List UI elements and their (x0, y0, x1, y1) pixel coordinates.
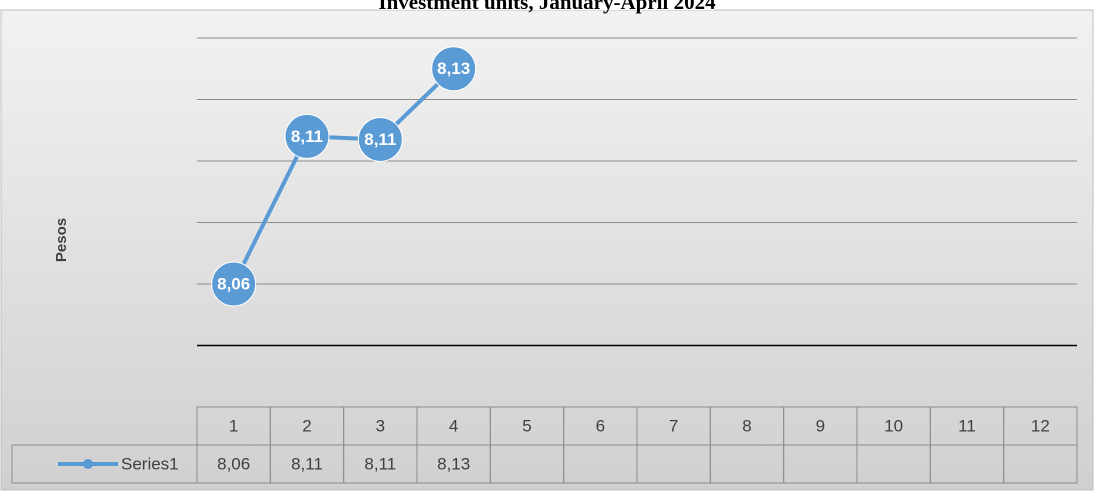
x-tick-label: 5 (522, 416, 531, 435)
x-tick-label: 2 (302, 416, 311, 435)
x-tick-label: 7 (669, 416, 678, 435)
data-label: 8,11 (291, 127, 323, 146)
table-value: 8,06 (217, 454, 250, 473)
marker (211, 261, 257, 307)
x-tick-label: 10 (884, 416, 903, 435)
table-value: 8,11 (364, 454, 396, 473)
x-tick-label: 3 (376, 416, 385, 435)
legend-label: Series1 (121, 454, 179, 473)
table-value: 8,13 (437, 454, 470, 473)
x-tick-label: 8 (742, 416, 751, 435)
x-tick-label: 4 (449, 416, 458, 435)
marker (431, 46, 477, 92)
table-cell (1003, 444, 1078, 484)
chart-background (0, 9, 1094, 491)
series-line (231, 67, 456, 285)
data-label: 8,11 (364, 130, 396, 149)
legend-marker (83, 459, 93, 469)
x-tick-label: 11 (958, 416, 976, 435)
marker (357, 116, 403, 162)
marker (284, 113, 330, 159)
x-tick-label: 1 (229, 416, 238, 435)
title-backdrop (380, 0, 714, 10)
x-tick-label: 6 (596, 416, 605, 435)
chart-title: Investment units, January-April 2024 (378, 0, 716, 14)
data-label: 8,06 (217, 274, 250, 293)
x-tick-label: 12 (1031, 416, 1050, 435)
x-tick-label: 9 (816, 416, 825, 435)
y-axis-label: Pesos (53, 218, 70, 262)
table-value: 8,11 (291, 454, 323, 473)
data-label: 8,13 (437, 59, 470, 78)
